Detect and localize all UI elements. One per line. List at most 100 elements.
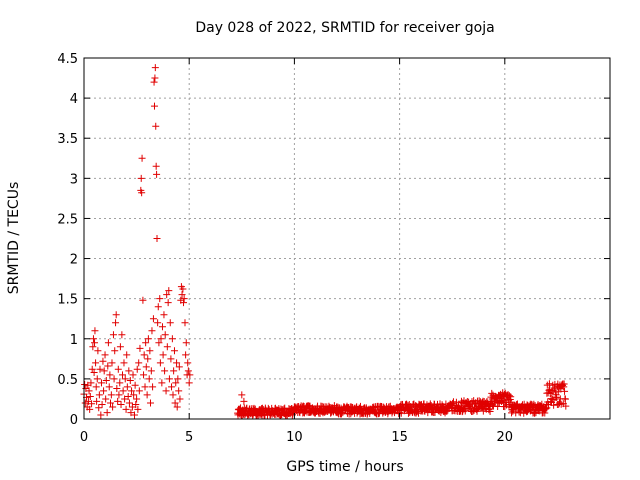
data-point: [116, 343, 124, 351]
data-point: [178, 291, 186, 299]
data-point: [92, 383, 100, 391]
data-point: [148, 327, 156, 335]
data-point: [238, 391, 246, 399]
gridlines: [84, 58, 610, 419]
data-point: [182, 339, 190, 347]
data-point: [150, 102, 158, 110]
y-tick-label: 2: [70, 253, 78, 268]
data-point: [150, 78, 158, 86]
data-point: [119, 387, 127, 395]
data-point: [156, 295, 164, 303]
data-point: [172, 379, 180, 387]
data-point: [140, 371, 148, 379]
data-point: [174, 375, 182, 383]
data-point: [115, 391, 123, 399]
data-point: [85, 387, 93, 395]
data-point: [93, 375, 101, 383]
data-point: [95, 404, 103, 412]
data-point: [103, 409, 111, 417]
data-point: [100, 367, 108, 375]
data-point: [151, 64, 159, 72]
data-point: [138, 154, 146, 162]
data-point: [343, 402, 351, 410]
data-point: [560, 380, 568, 388]
data-point: [157, 335, 165, 343]
data-point: [110, 375, 118, 383]
data-point: [120, 359, 128, 367]
data-point: [99, 357, 107, 365]
data-points: [80, 64, 570, 420]
data-point: [111, 347, 119, 355]
data-point: [556, 399, 564, 407]
data-point: [161, 331, 169, 339]
data-point: [119, 371, 127, 379]
data-point: [95, 391, 103, 399]
data-point: [182, 351, 190, 359]
data-point: [156, 359, 164, 367]
data-point: [154, 303, 162, 311]
data-point: [121, 395, 129, 403]
data-point: [102, 395, 110, 403]
data-point: [153, 170, 161, 178]
data-point: [89, 343, 97, 351]
data-point: [88, 365, 96, 373]
data-point: [122, 405, 130, 413]
data-point: [151, 74, 159, 82]
data-point: [90, 368, 98, 376]
data-point: [176, 395, 184, 403]
data-point: [165, 375, 173, 383]
x-tick-label: 15: [391, 430, 408, 445]
data-point: [424, 409, 432, 417]
data-point: [81, 399, 89, 407]
data-point: [117, 401, 125, 409]
x-tick-label: 10: [286, 430, 303, 445]
data-point: [121, 375, 129, 383]
data-point: [167, 355, 175, 363]
y-tick-label: 0: [70, 413, 78, 428]
data-point: [144, 335, 152, 343]
data-point: [505, 392, 513, 400]
data-point: [145, 375, 153, 383]
data-point: [81, 381, 89, 389]
y-tick-label: 0.5: [57, 373, 78, 388]
data-point: [155, 339, 163, 347]
y-tick-label: 3.5: [57, 132, 78, 147]
data-point: [162, 387, 170, 395]
y-tick-label: 4.5: [57, 52, 78, 67]
data-point: [133, 365, 141, 373]
data-point: [161, 367, 169, 375]
data-point: [88, 400, 96, 408]
data-point: [154, 319, 162, 327]
data-point: [108, 359, 116, 367]
data-point: [116, 379, 124, 387]
data-point: [152, 122, 160, 130]
data-point: [106, 371, 114, 379]
y-tick-label: 3: [70, 172, 78, 187]
axes: 0 0.5 1 1.5 2 2.5 3 3.5 4 4.5 0 5 10 15 20: [57, 52, 610, 445]
data-point: [149, 383, 157, 391]
data-point: [135, 387, 143, 395]
data-point: [181, 319, 189, 327]
data-point: [112, 319, 120, 327]
data-point: [546, 390, 554, 398]
data-point: [130, 411, 138, 419]
data-point: [420, 400, 428, 408]
data-point: [168, 383, 176, 391]
data-point: [114, 397, 122, 405]
data-point: [136, 344, 144, 352]
data-point: [93, 397, 101, 405]
data-point: [135, 359, 143, 367]
data-point: [123, 351, 131, 359]
data-point: [171, 399, 179, 407]
data-point: [158, 323, 166, 331]
data-point: [158, 379, 166, 387]
data-point: [561, 387, 569, 395]
data-point: [152, 162, 160, 170]
y-tick-label: 1.5: [57, 293, 78, 308]
data-point: [129, 371, 137, 379]
y-tick-label: 4: [70, 92, 78, 107]
data-point: [118, 331, 126, 339]
data-point: [97, 379, 105, 387]
data-point: [168, 335, 176, 343]
data-point: [143, 391, 151, 399]
